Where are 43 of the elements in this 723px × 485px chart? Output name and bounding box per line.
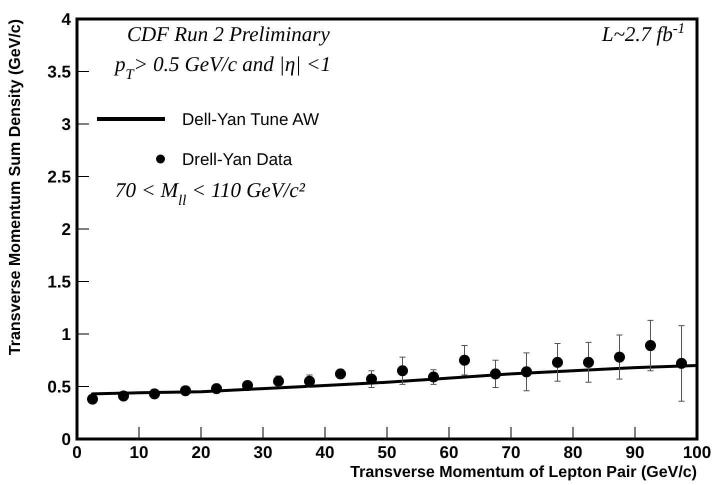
y-tick-label: 2.5 <box>47 168 71 186</box>
y-tick-label: 1.5 <box>47 272 71 292</box>
point <box>521 366 532 378</box>
point <box>645 340 656 352</box>
point <box>149 388 160 400</box>
point <box>242 380 253 391</box>
point <box>87 394 98 405</box>
annotation: CDF Run 2 Preliminary <box>127 22 330 46</box>
y-axis-title: Transverse Momentum Sum Density (GeV/c) <box>7 19 24 356</box>
y-tick-label: 3 <box>62 115 71 134</box>
y-tick-label: 4 <box>62 10 72 29</box>
x-tick-label: 90 <box>626 443 644 462</box>
x-tick-label: 100 <box>682 443 712 462</box>
annotation: p$_{T}$> 0.5 GeV/c and |η| <1 <box>113 52 331 83</box>
point <box>552 356 563 368</box>
point <box>397 365 408 376</box>
point <box>428 372 439 383</box>
x-tick-label: 20 <box>192 443 210 462</box>
point <box>490 368 501 380</box>
legend-label: Drell-Yan Data <box>182 150 293 169</box>
x-tick-label: 70 <box>502 443 520 462</box>
x-tick-label: 80 <box>564 443 582 462</box>
x-tick-label: 30 <box>254 443 272 462</box>
y-tick-label: 2 <box>62 220 71 239</box>
y-tick-label: 3.5 <box>47 62 71 82</box>
x-axis-title: Transverse Momentum of Lepton Pair (GeV/c) <box>350 464 697 481</box>
x-tick-label: 60 <box>440 443 458 462</box>
y-tick-label: 0.5 <box>47 378 71 396</box>
annotation: 70 < M$_{ll}$ < 110 GeV/c² <box>115 178 306 209</box>
y-tick-label: 0 <box>62 430 71 449</box>
point <box>366 374 377 385</box>
point <box>614 352 625 363</box>
point <box>676 358 687 369</box>
x-tick-label: 40 <box>316 443 334 462</box>
point <box>180 385 191 396</box>
annotation: L~2.7 fb$^{-1}$ <box>600 21 685 46</box>
y-tick-label: 1 <box>62 325 71 344</box>
point <box>118 390 129 402</box>
legend-label: Dell-Yan Tune AW <box>182 110 320 129</box>
point <box>583 356 594 368</box>
x-tick-label: 10 <box>130 443 148 462</box>
x-tick-label: 50 <box>378 443 396 462</box>
point <box>459 354 470 366</box>
